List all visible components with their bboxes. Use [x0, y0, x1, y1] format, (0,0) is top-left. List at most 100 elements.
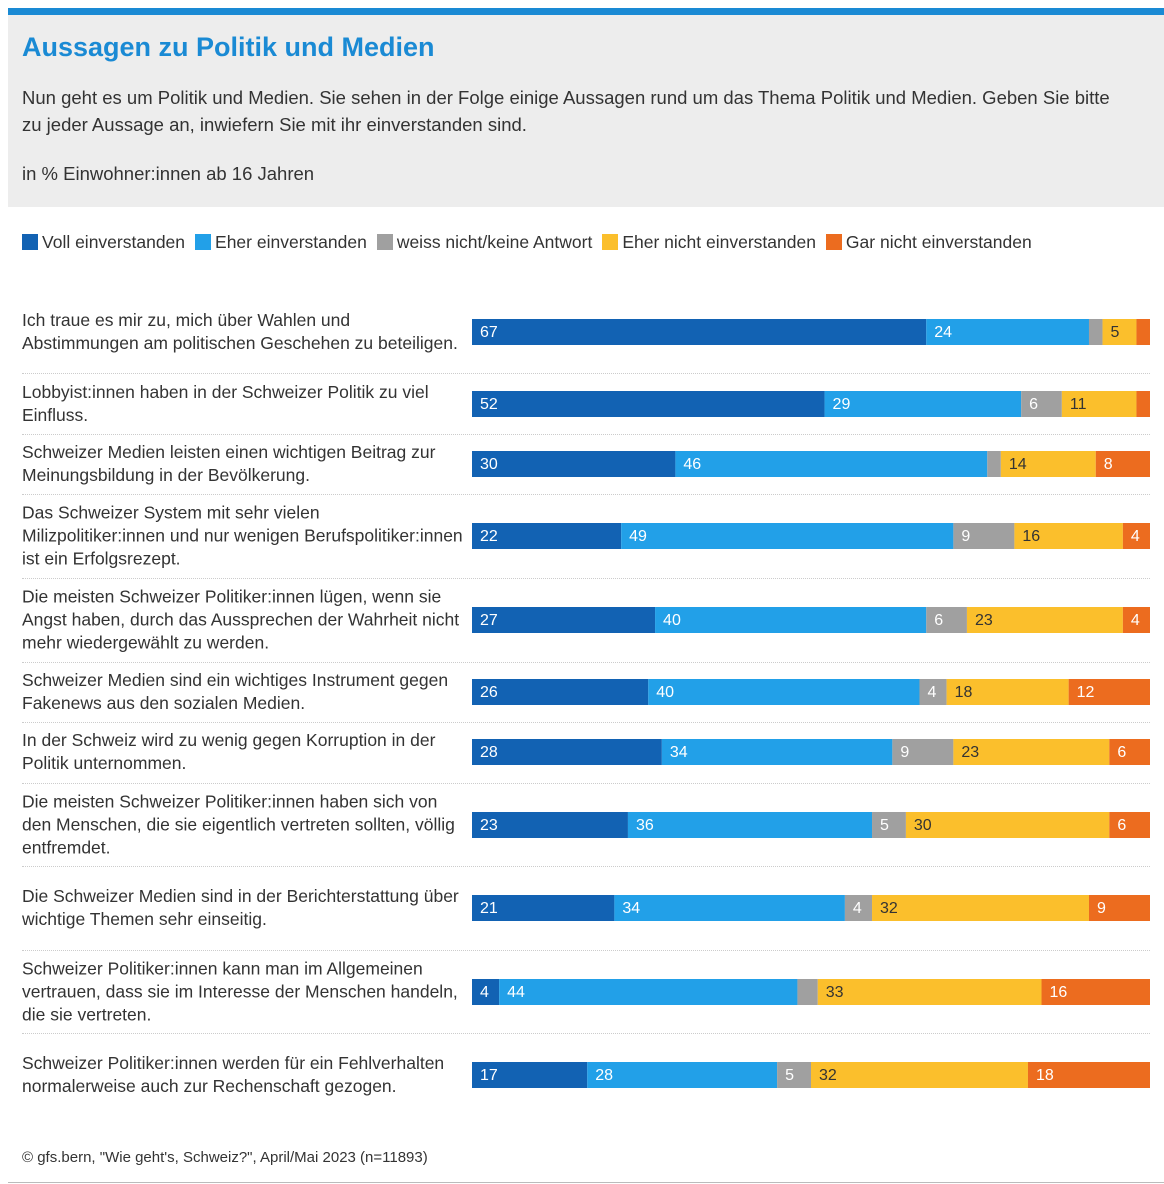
- data-label: 6: [1117, 744, 1126, 761]
- row-label: Die meisten Schweizer Politiker:innen ha…: [22, 791, 455, 858]
- bar-segment: [872, 895, 1089, 921]
- bar-segment: [614, 895, 845, 921]
- bar-segment: [987, 451, 1001, 477]
- row-separator: [22, 434, 1150, 435]
- bar-segment: [472, 607, 656, 633]
- data-label: 8: [1104, 456, 1113, 473]
- data-label: 22: [480, 528, 498, 545]
- row-label: Schweizer Medien leisten einen wichtigen…: [22, 442, 436, 485]
- bar-segment: [472, 1062, 588, 1088]
- bar-segment: [472, 451, 676, 477]
- row-label: Schweizer Medien sind ein wichtiges Inst…: [22, 670, 449, 713]
- bar-segment: [472, 523, 622, 549]
- row-label: Die meisten Schweizer Politiker:innen lü…: [22, 586, 460, 653]
- data-label: 4: [853, 900, 862, 917]
- legend-item: weiss nicht/keine Antwort: [376, 232, 593, 252]
- bar-segment: [905, 812, 1110, 838]
- bar-segment: [1000, 451, 1096, 477]
- data-label: 6: [1029, 396, 1038, 413]
- bar-segment: [1061, 391, 1137, 417]
- legend-label: Eher einverstanden: [215, 232, 367, 252]
- legend-item: Eher einverstanden: [195, 232, 367, 252]
- bar-segment: [811, 1062, 1028, 1088]
- bar-segment: [472, 391, 825, 417]
- bar-segment: [655, 607, 927, 633]
- data-label: 4: [480, 984, 489, 1001]
- row-label: Das Schweizer System mit sehr vielen Mil…: [22, 502, 463, 569]
- unit-note: in % Einwohner:innen ab 16 Jahren: [22, 163, 315, 184]
- data-label: 46: [683, 456, 701, 473]
- bar-segment: [919, 679, 947, 705]
- bar-segment: [777, 1062, 811, 1088]
- data-label: 34: [670, 744, 688, 761]
- legend-label: Eher nicht einverstanden: [622, 232, 816, 252]
- bar-segment: [892, 739, 954, 765]
- row-separator: [22, 662, 1150, 663]
- data-label: 9: [900, 744, 909, 761]
- bar-segment: [1109, 812, 1150, 838]
- data-label: 23: [975, 612, 993, 629]
- data-label: 6: [1117, 817, 1126, 834]
- data-label: 26: [480, 684, 498, 701]
- data-label: 52: [480, 396, 498, 413]
- data-label: 40: [656, 684, 674, 701]
- row-separator: [22, 373, 1150, 374]
- row-label: In der Schweiz wird zu wenig gegen Korru…: [22, 730, 436, 773]
- data-label: 67: [480, 324, 498, 341]
- bar-segment: [627, 812, 873, 838]
- bar-segment: [1088, 895, 1150, 921]
- data-label: 44: [507, 984, 525, 1001]
- data-label: 11: [1070, 396, 1087, 413]
- legend-label: Gar nicht einverstanden: [845, 232, 1032, 252]
- data-label: 12: [1077, 684, 1095, 701]
- bar-segment: [1068, 679, 1150, 705]
- data-label: 4: [927, 684, 936, 701]
- subtitle: Nun geht es um Politik und Medien. Sie s…: [22, 87, 1110, 135]
- data-label: 30: [914, 817, 932, 834]
- row-separator: [22, 578, 1150, 579]
- bar-segment: [587, 1062, 778, 1088]
- data-label: 23: [480, 817, 498, 834]
- header-box: [8, 15, 1164, 207]
- bottom-line: [8, 1182, 1164, 1183]
- row-separator: [22, 1033, 1150, 1034]
- data-label: 49: [629, 528, 647, 545]
- top-bar: [8, 8, 1164, 15]
- bar-segment: [1136, 391, 1150, 417]
- bar-segment: [946, 679, 1069, 705]
- data-label: 4: [1131, 612, 1140, 629]
- bar-segment: [472, 895, 615, 921]
- data-label: 18: [955, 684, 973, 701]
- legend-label: weiss nicht/keine Antwort: [396, 232, 593, 252]
- data-label: 23: [961, 744, 979, 761]
- data-label: 30: [480, 456, 498, 473]
- bar-segment: [1088, 319, 1103, 345]
- bar-segment: [472, 319, 927, 345]
- legend: Voll einverstanden Eher einverstanden weis…: [22, 229, 1062, 256]
- legend-swatch: [376, 234, 393, 250]
- bar-segment: [472, 739, 662, 765]
- data-label: 5: [1111, 324, 1120, 341]
- data-label: 16: [1022, 528, 1040, 545]
- data-label: 28: [595, 1067, 613, 1084]
- data-label: 29: [833, 396, 851, 413]
- legend-swatch: [825, 234, 842, 250]
- legend-item: Gar nicht einverstanden: [825, 232, 1032, 252]
- bar-segment: [1021, 391, 1062, 417]
- bar-segment: [953, 523, 1015, 549]
- bar-segment: [1122, 523, 1150, 549]
- data-label: 33: [826, 984, 844, 1001]
- data-label: 24: [934, 324, 952, 341]
- legend-item: Voll einverstanden: [22, 232, 185, 252]
- data-label: 9: [1097, 900, 1106, 917]
- bar-segment: [926, 319, 1089, 345]
- bar-segment: [1095, 451, 1150, 477]
- data-label: 6: [934, 612, 943, 629]
- row-label: Schweizer Politiker:innen kann man im Al…: [22, 958, 458, 1025]
- data-label: 16: [1050, 984, 1068, 1001]
- bar-segment: [1041, 979, 1150, 1005]
- row-separator: [22, 950, 1150, 951]
- legend-swatch: [602, 234, 619, 250]
- bar-segment: [844, 895, 873, 921]
